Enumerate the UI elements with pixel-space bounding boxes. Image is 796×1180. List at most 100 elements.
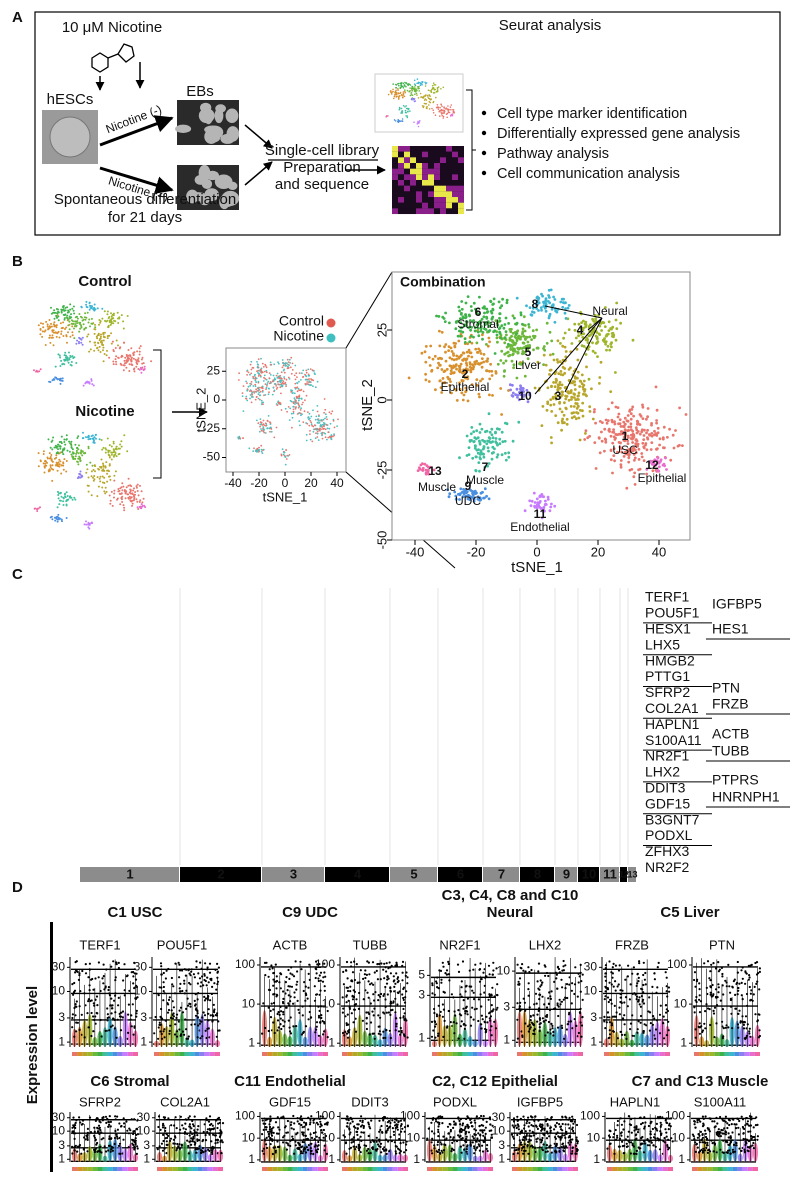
cell-point	[595, 342, 598, 345]
cell-point	[444, 311, 447, 315]
cell-point	[62, 321, 65, 324]
thumb-cell	[416, 163, 422, 169]
cell-point	[91, 322, 94, 325]
cell-point	[561, 344, 565, 348]
cell-point	[72, 458, 75, 460]
cell-point	[259, 421, 262, 424]
cell-point	[485, 369, 489, 373]
cell-point	[131, 504, 133, 507]
cell-point	[454, 497, 458, 501]
thumb-point	[442, 117, 445, 119]
cell-point	[135, 498, 138, 501]
cell-point	[110, 453, 113, 456]
cell-point	[57, 461, 60, 464]
cell-point	[626, 448, 629, 452]
cell-point	[505, 345, 509, 349]
cell-point	[96, 476, 99, 479]
thumb-cell	[434, 202, 440, 209]
cell-point	[450, 391, 453, 395]
cell-point	[103, 353, 106, 355]
cell-point	[105, 490, 108, 493]
bracket	[466, 89, 476, 211]
cell-point	[265, 369, 268, 372]
thumb-point	[415, 92, 418, 95]
thumb-point	[437, 108, 440, 110]
cell-point	[280, 371, 283, 374]
cell-point	[449, 346, 453, 350]
cell-point	[607, 320, 611, 324]
cell-point	[70, 453, 73, 456]
thumb-cell	[434, 180, 440, 186]
cell-point	[93, 478, 96, 481]
cell-point	[58, 492, 60, 495]
cell-point	[563, 371, 567, 375]
cell-point	[465, 361, 468, 365]
cell-point	[483, 323, 487, 327]
sample-title: Nicotine	[75, 403, 134, 420]
cell-point	[65, 491, 68, 494]
cell-point	[75, 449, 78, 452]
cell-point	[283, 451, 286, 454]
cell-point	[113, 454, 116, 457]
cell-point	[446, 375, 450, 379]
thumb-cell	[404, 146, 410, 152]
thumb-point	[406, 115, 409, 117]
cell-point	[316, 380, 319, 383]
cell-point	[70, 446, 73, 449]
cell-point	[101, 486, 104, 489]
cell-point	[71, 448, 74, 451]
cell-point	[102, 349, 104, 352]
eb-blob	[204, 188, 219, 202]
cell-point	[47, 438, 50, 441]
cell-point	[488, 369, 491, 373]
cell-point	[609, 342, 613, 346]
cell-point	[658, 437, 662, 441]
cell-point	[633, 471, 637, 475]
thumb-point	[419, 92, 422, 95]
cell-point	[88, 350, 91, 353]
thumb-point	[401, 111, 403, 113]
cell-point	[250, 360, 253, 363]
cell-point	[62, 504, 65, 506]
cell-point	[90, 379, 93, 382]
cell-point	[118, 492, 121, 495]
thumb-point	[427, 97, 430, 100]
cell-point	[544, 499, 547, 503]
thumb-point	[433, 84, 436, 86]
cell-point	[468, 361, 472, 364]
cell-point	[130, 485, 133, 488]
cell-point	[464, 390, 467, 394]
thumb-cell	[428, 146, 434, 152]
cell-point	[279, 402, 282, 405]
cell-point	[636, 430, 640, 433]
cell-point	[132, 354, 135, 357]
cell-point	[69, 363, 72, 366]
cell-point	[567, 398, 571, 402]
cell-point	[137, 508, 140, 510]
cell-point	[74, 498, 77, 501]
eb-blob	[205, 170, 219, 181]
cell-point	[604, 440, 608, 444]
cell-point	[645, 431, 648, 435]
cell-point	[270, 363, 273, 366]
cell-point	[488, 437, 492, 440]
cell-point	[110, 445, 113, 448]
cell-point	[300, 414, 302, 417]
cell-point	[548, 509, 552, 513]
thumb-cell	[440, 146, 446, 152]
cell-point	[291, 426, 293, 429]
cell-point	[55, 308, 58, 310]
thumb-cell	[446, 202, 452, 209]
cell-point	[592, 410, 596, 414]
cell-point	[268, 391, 270, 394]
cell-point	[86, 468, 89, 471]
cell-point	[39, 333, 42, 336]
cell-point	[581, 414, 585, 418]
thumb-cell	[428, 157, 434, 164]
cell-point	[507, 389, 510, 392]
cell-point	[57, 353, 60, 356]
cell-point	[310, 421, 313, 424]
cell-point	[124, 492, 127, 495]
cell-point	[73, 312, 76, 315]
cell-point	[311, 440, 314, 443]
